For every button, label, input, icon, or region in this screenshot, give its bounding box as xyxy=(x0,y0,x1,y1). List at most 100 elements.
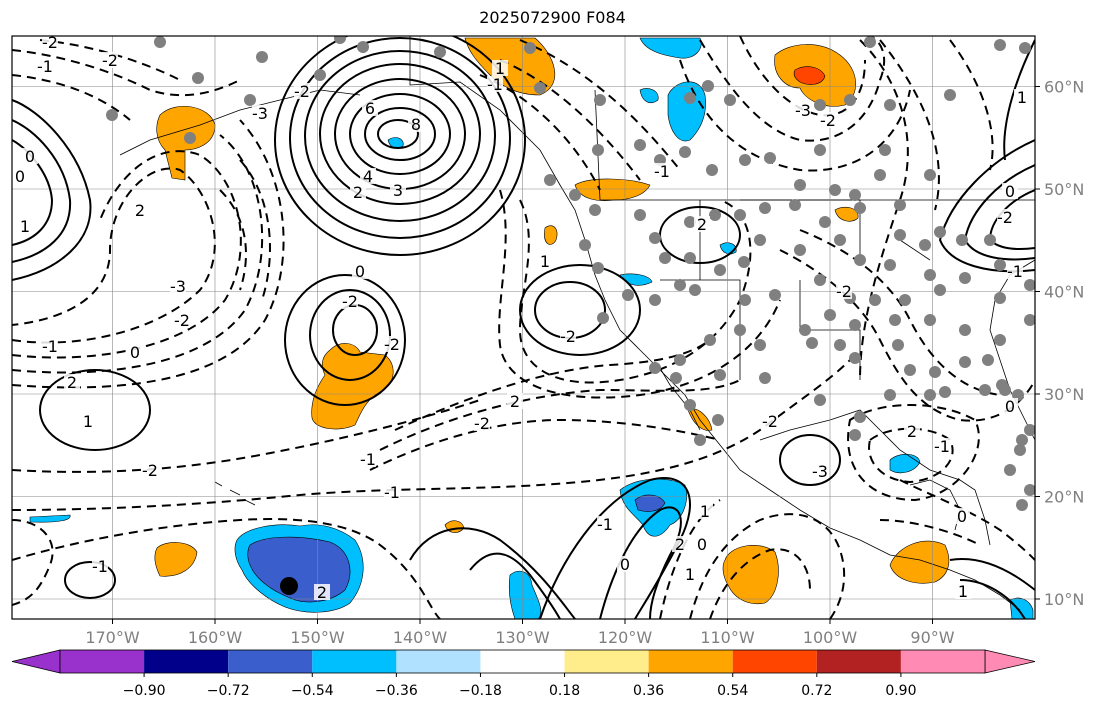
contour-label-bg xyxy=(474,415,490,431)
contour-line xyxy=(377,119,419,149)
observation-dot xyxy=(759,202,771,214)
lon-tick-label: 160°W xyxy=(188,628,243,647)
contour-label: 8 xyxy=(411,115,421,134)
contour-label: -2 xyxy=(174,311,190,330)
contour-label-bg xyxy=(384,336,400,352)
observation-dot xyxy=(184,132,196,144)
contour-label-bg xyxy=(42,338,58,354)
contour-label-bg xyxy=(42,36,58,50)
colorbar-tick-label: 0.18 xyxy=(549,683,580,699)
contour-label: 1 xyxy=(83,412,93,431)
observation-dot xyxy=(874,169,886,181)
lon-tick-label: 150°W xyxy=(290,628,345,647)
observation-dot xyxy=(794,179,806,191)
contour-line xyxy=(12,519,54,606)
observation-dot xyxy=(1014,444,1026,456)
contour-line xyxy=(12,74,131,121)
observation-dot xyxy=(849,189,861,201)
observation-dot xyxy=(869,294,881,306)
observation-dot xyxy=(739,294,751,306)
contour-label-bg xyxy=(384,484,400,500)
contour-label: 0 xyxy=(25,147,35,166)
contour-line xyxy=(284,274,406,406)
lon-tick-label: 110°W xyxy=(700,628,755,647)
contour-line xyxy=(12,167,216,344)
contour-line xyxy=(219,189,247,291)
contour-line xyxy=(938,139,1035,273)
lon-tick-label: 100°W xyxy=(803,628,858,647)
contour-label: -1 xyxy=(92,557,108,576)
observation-dot xyxy=(754,339,766,351)
contour-label: -3 xyxy=(795,101,811,120)
observation-dot xyxy=(679,146,691,158)
observation-dot xyxy=(434,46,446,58)
contour-line xyxy=(689,513,846,619)
contour-label: -3 xyxy=(170,277,186,296)
observation-dot xyxy=(592,262,604,274)
lat-tick-label: 10°N xyxy=(1044,590,1084,609)
contour-label-bg xyxy=(64,374,80,390)
observation-dot xyxy=(769,289,781,301)
contour-line xyxy=(12,119,72,263)
colorbar-swatch xyxy=(480,650,565,673)
observation-dot xyxy=(889,314,901,326)
observation-dot xyxy=(944,89,956,101)
contour-label-bg xyxy=(997,209,1013,225)
contour-label: -1 xyxy=(1007,262,1023,281)
observation-dot xyxy=(844,94,856,106)
contour-label: -2 xyxy=(762,412,778,431)
colorbar-swatch xyxy=(732,650,817,673)
observation-dot xyxy=(892,339,904,351)
colorbar-extend-min xyxy=(11,649,61,674)
observation-dot xyxy=(594,94,606,106)
anomaly-fills xyxy=(29,37,1034,619)
contour-label-bg xyxy=(350,184,366,200)
observation-dot xyxy=(924,169,936,181)
contour-line xyxy=(364,107,436,161)
contour-line xyxy=(12,99,92,281)
contour-label: -2 xyxy=(294,82,310,101)
contour-label: 0 xyxy=(1005,397,1015,416)
observation-dot xyxy=(894,229,906,241)
observation-dot xyxy=(959,324,971,336)
contour-label-bg xyxy=(362,100,378,116)
observation-dot xyxy=(1024,279,1035,291)
contour-label-bg xyxy=(12,168,28,184)
lon-tick-label: 170°W xyxy=(85,628,140,647)
location-marker xyxy=(280,577,298,595)
contour-label-bg xyxy=(408,116,424,132)
observation-dot xyxy=(649,362,661,374)
observation-dot xyxy=(589,204,601,216)
contour-label-bg xyxy=(492,60,508,76)
contour-line xyxy=(12,150,242,359)
map-title: 2025072900 F084 xyxy=(479,8,626,27)
colorbar-swatch xyxy=(900,650,985,673)
contour-label: 4 xyxy=(363,167,373,186)
colorbar-tick-label: 0.72 xyxy=(801,683,832,699)
observation-dot xyxy=(357,41,369,53)
colorbar-tick-label: 0.90 xyxy=(885,683,916,699)
colorbar-swatch xyxy=(144,650,229,673)
contour-line xyxy=(64,561,116,599)
observation-dot xyxy=(814,99,826,111)
observation-dot xyxy=(982,354,994,366)
observation-dot xyxy=(702,80,714,92)
contour-line xyxy=(239,159,271,301)
contour-label: 0 xyxy=(355,262,365,281)
contour-label: 3 xyxy=(393,181,403,200)
observation-dot xyxy=(929,366,941,378)
observation-dot xyxy=(919,239,931,251)
contour-label-bg xyxy=(294,83,310,99)
contour-line xyxy=(709,548,811,619)
contour-line xyxy=(539,477,691,619)
observation-dot xyxy=(684,92,696,104)
contour-line xyxy=(12,399,481,473)
contour-label: -2 xyxy=(836,282,852,301)
observation-dot xyxy=(994,259,1006,271)
colorbar-tick-label: −0.18 xyxy=(459,683,502,699)
contour-label: 0 xyxy=(130,343,140,362)
observation-dot xyxy=(789,199,801,211)
observation-dot xyxy=(834,339,846,351)
contour-label: -2 xyxy=(560,327,576,346)
positive-anomaly-region xyxy=(154,542,198,577)
